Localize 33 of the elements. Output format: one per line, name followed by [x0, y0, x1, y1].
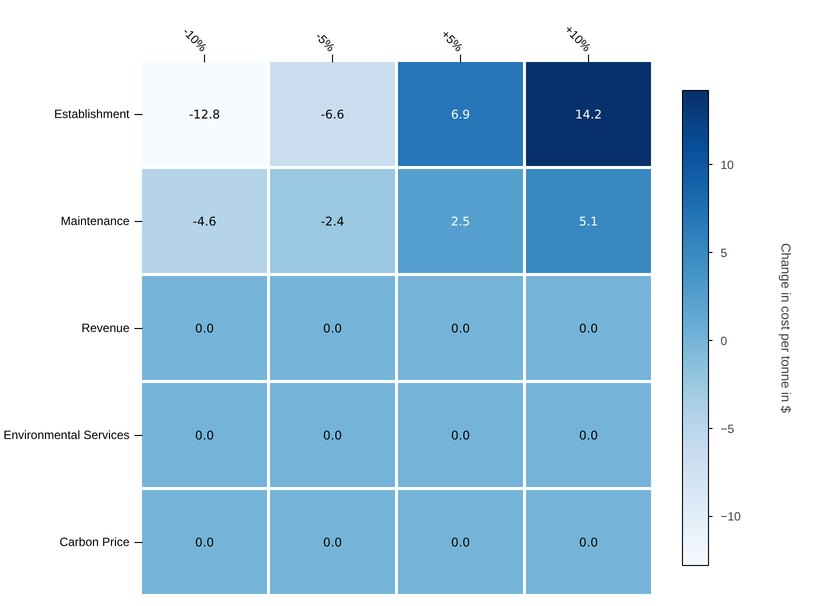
data-label: 0.0 — [578, 428, 598, 442]
data-label: 0.0 — [578, 322, 598, 336]
data-label: 2.5 — [450, 214, 470, 228]
color-bar-title: Change in cost per tonne in $ — [778, 243, 794, 414]
data-label: -4.6 — [192, 214, 216, 228]
data-label: 14.2 — [575, 108, 602, 122]
color-bar-label: −5 — [720, 422, 735, 436]
data-label: 0.0 — [322, 322, 342, 336]
data-label: 0.0 — [450, 536, 470, 550]
data-label: 0.0 — [194, 536, 214, 550]
color-bar-label: 5 — [720, 246, 728, 260]
data-label: 0.0 — [322, 536, 342, 550]
data-label: 5.1 — [578, 214, 598, 228]
y-tick-label: Carbon Price — [59, 535, 130, 549]
data-label: 0.0 — [194, 322, 214, 336]
data-label: 0.0 — [450, 428, 470, 442]
y-tick-label: Maintenance — [60, 214, 130, 228]
data-label: -6.6 — [320, 108, 344, 122]
data-label: 0.0 — [450, 322, 470, 336]
data-label: 0.0 — [322, 428, 342, 442]
data-label: -2.4 — [320, 214, 344, 228]
y-tick-label: Environmental Services — [3, 428, 130, 442]
y-tick-label: Establishment — [54, 107, 130, 121]
x-tick-label: +5% — [438, 27, 466, 55]
data-label: 0.0 — [578, 536, 598, 550]
data-label: -12.8 — [188, 108, 220, 122]
color-bar-label: 10 — [720, 158, 734, 172]
x-tick-label: -5% — [312, 29, 338, 55]
y-tick-label: Revenue — [81, 321, 130, 335]
data-label: 6.9 — [450, 108, 470, 122]
data-label: 0.0 — [194, 428, 214, 442]
color-bar-label: −10 — [720, 510, 742, 524]
color-bar-label: 0 — [720, 334, 728, 348]
